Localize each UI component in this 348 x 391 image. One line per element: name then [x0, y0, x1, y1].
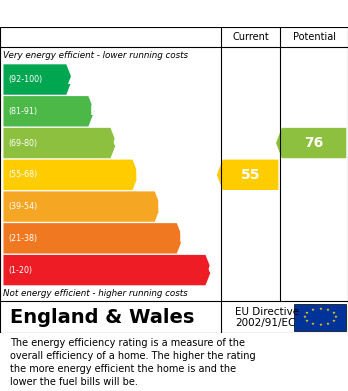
Text: ★: ★ [318, 323, 322, 327]
Text: (55-68): (55-68) [9, 170, 38, 179]
Polygon shape [3, 128, 116, 158]
Bar [294, 304, 346, 330]
Text: (81-91): (81-91) [9, 107, 38, 116]
Text: Energy Efficiency Rating: Energy Efficiency Rating [63, 6, 285, 21]
Polygon shape [3, 191, 160, 222]
Text: Very energy efficient - lower running costs: Very energy efficient - lower running co… [3, 51, 189, 60]
Polygon shape [276, 128, 346, 158]
Text: E: E [156, 199, 166, 213]
Polygon shape [3, 223, 183, 253]
Text: D: D [134, 168, 146, 182]
Text: (92-100): (92-100) [9, 75, 43, 84]
Text: ★: ★ [334, 315, 338, 319]
Polygon shape [217, 160, 278, 190]
Text: (1-20): (1-20) [9, 265, 33, 274]
Text: ★: ★ [332, 311, 336, 315]
Text: ★: ★ [304, 311, 309, 315]
Text: 55: 55 [241, 168, 260, 182]
Text: C: C [112, 136, 122, 150]
Text: Not energy efficient - higher running costs: Not energy efficient - higher running co… [3, 289, 188, 298]
Text: B: B [90, 104, 101, 118]
Text: 76: 76 [304, 136, 324, 150]
Text: ★: ★ [326, 308, 330, 312]
Text: 2002/91/EC: 2002/91/EC [235, 318, 295, 328]
Polygon shape [3, 160, 139, 190]
Text: ★: ★ [302, 315, 307, 319]
Text: ★: ★ [310, 322, 314, 326]
Text: ★: ★ [304, 319, 309, 323]
Text: F: F [179, 231, 188, 245]
Text: ★: ★ [310, 308, 314, 312]
Text: Current: Current [232, 32, 269, 42]
Text: The energy efficiency rating is a measure of the
overall efficiency of a home. T: The energy efficiency rating is a measur… [10, 338, 256, 387]
Text: England & Wales: England & Wales [10, 308, 195, 326]
Text: (39-54): (39-54) [9, 202, 38, 211]
Polygon shape [3, 255, 212, 285]
Text: Potential: Potential [293, 32, 335, 42]
Text: ★: ★ [326, 322, 330, 326]
Text: EU Directive: EU Directive [235, 307, 299, 317]
Text: (69-80): (69-80) [9, 138, 38, 147]
Text: (21-38): (21-38) [9, 234, 38, 243]
Text: ★: ★ [318, 307, 322, 311]
Text: G: G [207, 263, 219, 277]
Polygon shape [3, 96, 94, 126]
Text: ★: ★ [332, 319, 336, 323]
Text: A: A [68, 72, 79, 86]
Polygon shape [3, 65, 72, 95]
